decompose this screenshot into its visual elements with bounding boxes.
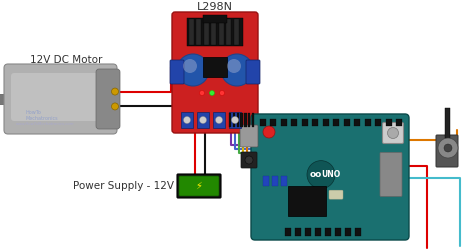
Text: HowTo
Mechatronics: HowTo Mechatronics [26, 110, 59, 121]
FancyBboxPatch shape [96, 69, 120, 129]
Bar [234, 19, 239, 45]
Bar [213, 112, 225, 128]
FancyBboxPatch shape [240, 125, 258, 147]
Bar [312, 119, 319, 126]
Bar [187, 18, 243, 46]
Bar [248, 113, 250, 127]
Bar [325, 228, 331, 236]
Circle shape [263, 126, 275, 138]
Bar [292, 119, 298, 126]
Bar [344, 119, 350, 126]
Bar [197, 112, 209, 128]
Bar [272, 176, 278, 186]
Bar [375, 119, 382, 126]
FancyBboxPatch shape [436, 135, 458, 167]
Bar [295, 228, 301, 236]
Circle shape [444, 144, 452, 152]
Circle shape [200, 90, 204, 96]
FancyBboxPatch shape [170, 60, 184, 84]
Circle shape [177, 54, 209, 86]
Bar [197, 19, 201, 45]
Bar [263, 176, 269, 186]
Bar [355, 119, 361, 126]
Bar [335, 228, 341, 236]
FancyBboxPatch shape [4, 64, 117, 134]
Bar [365, 119, 371, 126]
Bar [181, 112, 193, 128]
FancyBboxPatch shape [172, 12, 258, 133]
Bar [229, 112, 241, 128]
Bar [396, 119, 402, 126]
Text: L298N: L298N [197, 2, 233, 12]
Bar [233, 113, 235, 127]
Bar [219, 19, 224, 45]
Circle shape [183, 59, 197, 73]
Circle shape [111, 103, 118, 110]
Bar [260, 119, 266, 126]
Bar [386, 119, 392, 126]
Circle shape [438, 138, 458, 158]
Text: www.HowToMechatronics.com: www.HowToMechatronics.com [16, 122, 74, 126]
Bar [240, 113, 243, 127]
Bar [323, 119, 329, 126]
Bar [285, 228, 291, 236]
Bar [237, 113, 239, 127]
Bar [211, 19, 217, 45]
Bar [288, 186, 326, 216]
Bar [281, 119, 287, 126]
Bar [271, 119, 276, 126]
Bar [189, 19, 194, 45]
FancyBboxPatch shape [11, 73, 100, 121]
Circle shape [245, 156, 253, 164]
Circle shape [183, 116, 191, 123]
Circle shape [388, 128, 399, 139]
FancyBboxPatch shape [383, 122, 403, 143]
FancyBboxPatch shape [179, 176, 219, 196]
FancyBboxPatch shape [329, 190, 343, 199]
Circle shape [219, 90, 225, 96]
Bar [203, 57, 227, 77]
FancyBboxPatch shape [246, 60, 260, 84]
FancyBboxPatch shape [251, 114, 409, 240]
Bar [281, 176, 287, 186]
Circle shape [227, 59, 241, 73]
Bar [355, 228, 361, 236]
Bar [345, 228, 351, 236]
Bar [244, 113, 246, 127]
Bar [334, 119, 339, 126]
Bar [204, 19, 209, 45]
FancyBboxPatch shape [177, 174, 221, 198]
Bar [305, 228, 311, 236]
Bar [227, 19, 231, 45]
Text: ⚡: ⚡ [196, 181, 202, 191]
Bar [302, 119, 308, 126]
Circle shape [221, 54, 253, 86]
Circle shape [200, 116, 207, 123]
Text: oo: oo [310, 170, 322, 179]
Bar [315, 228, 321, 236]
Bar [203, 15, 227, 23]
Bar [229, 113, 231, 127]
Circle shape [216, 116, 222, 123]
FancyBboxPatch shape [380, 152, 402, 196]
Bar [445, 108, 450, 138]
Circle shape [307, 161, 335, 189]
Bar [0, 94, 9, 104]
Text: 12V DC Motor: 12V DC Motor [30, 55, 102, 65]
FancyBboxPatch shape [241, 152, 257, 168]
Text: UNO: UNO [321, 170, 341, 179]
Text: Power Supply - 12V: Power Supply - 12V [73, 181, 174, 191]
Bar [252, 113, 254, 127]
Circle shape [111, 88, 118, 95]
Circle shape [231, 116, 238, 123]
Circle shape [210, 90, 215, 96]
